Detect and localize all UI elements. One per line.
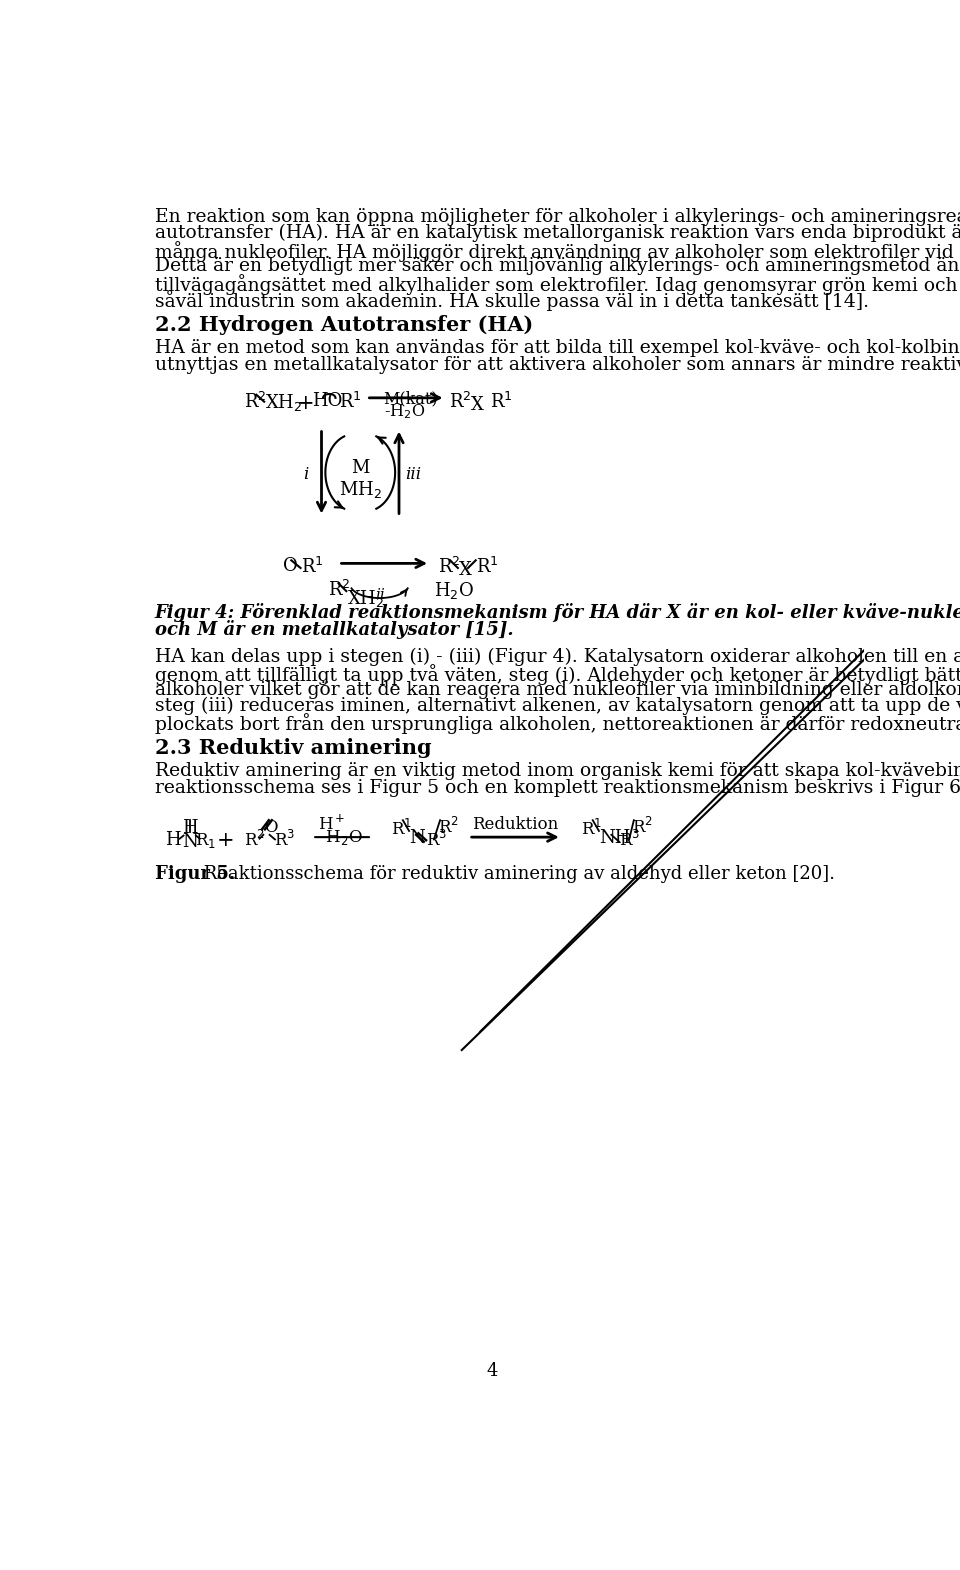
Text: många nukleofiler. HA möjliggör direkt användning av alkoholer som elektrofiler : många nukleofiler. HA möjliggör direkt a…	[155, 240, 960, 262]
Text: alkoholer vilket gör att de kan reagera med nukleofiler via iminbildning eller a: alkoholer vilket gör att de kan reagera …	[155, 680, 960, 699]
Text: autotransfer (HA). HA är en katalytisk metallorganisk reaktion vars enda biprodu: autotransfer (HA). HA är en katalytisk m…	[155, 225, 960, 242]
Text: R$^2$: R$^2$	[327, 581, 350, 600]
Text: R$^1$: R$^1$	[581, 818, 602, 838]
Text: R$^1$: R$^1$	[490, 391, 513, 411]
Text: NH: NH	[599, 829, 631, 848]
Text: R$^3$: R$^3$	[426, 829, 447, 849]
Text: R$^3$: R$^3$	[275, 829, 296, 849]
Text: HA är en metod som kan användas för att bilda till exempel kol-kväve- och kol-ko: HA är en metod som kan användas för att …	[155, 339, 960, 358]
Text: -H$_2$O: -H$_2$O	[383, 402, 424, 421]
Text: R$_1$: R$_1$	[195, 831, 216, 849]
Text: genom att tillfälligt ta upp två väten, steg (i). Aldehyder och ketoner är betyd: genom att tillfälligt ta upp två väten, …	[155, 664, 960, 685]
Text: 2.2 Hydrogen Autotransfer (HA): 2.2 Hydrogen Autotransfer (HA)	[155, 314, 533, 334]
Text: R$^1$: R$^1$	[301, 557, 324, 578]
Text: H$_2$O: H$_2$O	[434, 581, 474, 601]
Text: R$^3$: R$^3$	[619, 829, 640, 849]
Text: iii: iii	[405, 466, 421, 484]
Text: utnyttjas en metallkatalysator för att aktivera alkoholer som annars är mindre r: utnyttjas en metallkatalysator för att a…	[155, 356, 960, 374]
Text: M(kat): M(kat)	[383, 389, 438, 407]
Text: R$^2$: R$^2$	[244, 829, 265, 849]
Text: steg (iii) reduceras iminen, alternativt alkenen, av katalysatorn genom att ta u: steg (iii) reduceras iminen, alternativt…	[155, 697, 960, 716]
Text: O: O	[264, 818, 277, 835]
Text: plockats bort från den ursprungliga alkoholen, nettoreaktionen är därför redoxne: plockats bort från den ursprungliga alko…	[155, 713, 960, 735]
Text: R$^2$: R$^2$	[438, 557, 460, 578]
Text: X: X	[459, 560, 471, 579]
Text: Figur 5.: Figur 5.	[155, 865, 235, 882]
Text: R$^2$: R$^2$	[632, 816, 653, 837]
Text: - H$_2$O: - H$_2$O	[315, 827, 364, 846]
Text: såväl industrin som akademin. HA skulle passa väl in i detta tankesätt [14].: såväl industrin som akademin. HA skulle …	[155, 290, 869, 311]
Text: En reaktion som kan öppna möjligheter för alkoholer i alkylerings- och aminering: En reaktion som kan öppna möjligheter fö…	[155, 207, 960, 226]
Text: HA kan delas upp i stegen (i) - (iii) (Figur 4). Katalysatorn oxiderar alkoholen: HA kan delas upp i stegen (i) - (iii) (F…	[155, 647, 960, 666]
Text: +: +	[217, 831, 234, 849]
Text: XH$_2$: XH$_2$	[348, 589, 385, 609]
Text: H: H	[182, 818, 198, 837]
Text: R$^1$: R$^1$	[392, 818, 412, 838]
Text: N: N	[409, 829, 425, 848]
Text: R$^1$: R$^1$	[339, 391, 361, 411]
Text: Reduktiv aminering är en viktig metod inom organisk kemi för att skapa kol-kväve: Reduktiv aminering är en viktig metod in…	[155, 763, 960, 780]
Text: M: M	[351, 458, 370, 477]
Text: X: X	[471, 396, 484, 413]
Text: och M är en metallkatalysator [15].: och M är en metallkatalysator [15].	[155, 620, 514, 639]
Text: tillvägagångsättet med alkylhalider som elektrofiler. Idag genomsyrar grön kemi : tillvägagångsättet med alkylhalider som …	[155, 273, 960, 295]
Text: R$^2$: R$^2$	[244, 391, 267, 411]
Text: H: H	[165, 831, 180, 849]
Text: H$^+$: H$^+$	[318, 815, 345, 834]
Text: +: +	[297, 394, 314, 413]
Text: XH$_2$: XH$_2$	[265, 391, 302, 413]
Text: Detta är en betydligt mer säker och miljövänlig alkylerings- och amineringsmetod: Detta är en betydligt mer säker och milj…	[155, 257, 960, 275]
Text: Reduktion: Reduktion	[472, 816, 559, 834]
Text: HO: HO	[312, 391, 343, 410]
Text: i: i	[303, 466, 309, 484]
Text: 2.3 Reduktiv aminering: 2.3 Reduktiv aminering	[155, 738, 431, 758]
Text: O: O	[283, 557, 298, 575]
Text: R$^2$: R$^2$	[449, 391, 472, 411]
Text: R$^2$: R$^2$	[438, 816, 459, 837]
Text: MH$_2$: MH$_2$	[339, 479, 382, 499]
Text: ii: ii	[374, 589, 385, 601]
Text: Reaktionsschema för reduktiv aminering av aldehyd eller keton [20].: Reaktionsschema för reduktiv aminering a…	[198, 865, 834, 882]
Text: N: N	[181, 832, 198, 851]
Text: Figur 4: Förenklad reaktionsmekanism för HA där X är en kol- eller kväve-nukleof: Figur 4: Förenklad reaktionsmekanism för…	[155, 603, 960, 622]
Text: R$^1$: R$^1$	[476, 557, 499, 578]
Text: 4: 4	[487, 1363, 497, 1380]
Text: reaktionsschema ses i Figur 5 och en komplett reaktionsmekanism beskrivs i Figur: reaktionsschema ses i Figur 5 och en kom…	[155, 779, 960, 798]
